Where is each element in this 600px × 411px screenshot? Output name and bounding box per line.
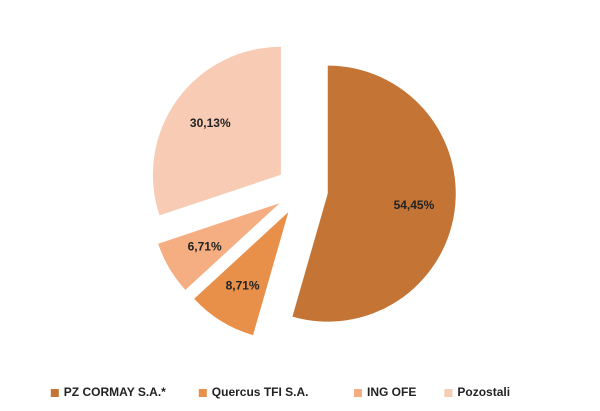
- data-label: 30,13%: [190, 116, 231, 130]
- legend-swatch: [354, 389, 362, 397]
- pie-slice: [292, 65, 456, 322]
- legend-swatch: [50, 389, 59, 397]
- legend-swatch: [444, 389, 453, 397]
- legend-label: Pozostali: [457, 385, 510, 399]
- legend-label: PZ CORMAY S.A.*: [64, 385, 166, 399]
- data-label: 6,71%: [188, 240, 222, 254]
- pie-slice: [158, 203, 280, 290]
- pie-slice: [194, 212, 289, 336]
- legend-swatch: [198, 389, 207, 397]
- legend-label: ING OFE: [367, 385, 416, 399]
- pie-slice: [152, 46, 281, 216]
- data-label: 8,71%: [226, 278, 260, 292]
- legend-label: Quercus TFI S.A.: [212, 385, 309, 399]
- data-label: 54,45%: [394, 198, 435, 212]
